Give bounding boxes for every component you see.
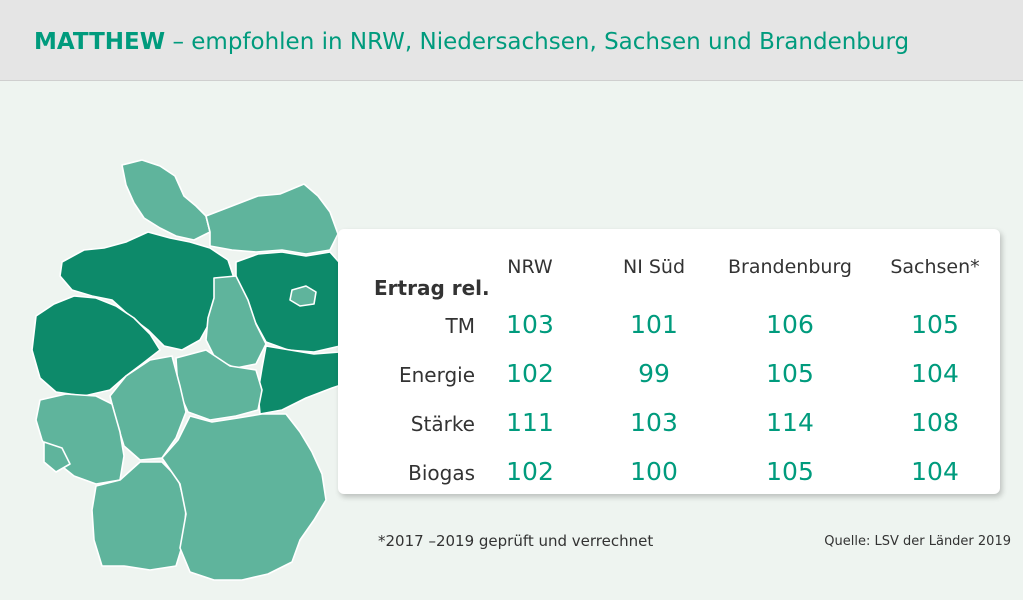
row-label: Energie — [398, 363, 475, 387]
table-cell: 100 — [630, 457, 678, 486]
table-cell: 103 — [630, 408, 678, 437]
table-cell: 101 — [630, 310, 678, 339]
region-schleswig-holstein — [121, 159, 211, 241]
region-bayern — [161, 413, 327, 581]
table-cell: 102 — [506, 457, 554, 486]
title-description: – empfohlen in NRW, Niedersachsen, Sachs… — [165, 29, 910, 55]
table-cell: 102 — [506, 359, 554, 388]
column-header-ni-sued: NI Süd — [622, 256, 686, 278]
table-cell: 105 — [911, 310, 959, 339]
region-saarland — [43, 441, 71, 473]
region-baden-wuerttemberg — [91, 461, 187, 571]
column-header-sachsen: Sachsen* — [890, 256, 980, 278]
row-header-title: Ertrag rel. — [374, 276, 490, 300]
table-cell: 99 — [638, 359, 670, 388]
region-berlin — [289, 285, 317, 307]
region-sachsen-anhalt — [205, 275, 267, 369]
footnote: *2017 –2019 geprüft und verrechnet — [378, 532, 654, 550]
row-label: TM — [445, 314, 475, 338]
table-cell: 106 — [766, 310, 814, 339]
source-note: Quelle: LSV der Länder 2019 — [824, 534, 1011, 549]
table-cell: 104 — [911, 359, 959, 388]
region-mecklenburg-vorpommern — [205, 183, 339, 255]
row-label: Stärke — [410, 412, 475, 436]
table-cell: 108 — [911, 408, 959, 437]
page-title: MATTHEW – empfohlen in NRW, Niedersachse… — [34, 29, 909, 55]
region-rheinland-pfalz — [35, 393, 125, 485]
table-cell: 105 — [766, 359, 814, 388]
region-nordrhein-westfalen — [31, 295, 161, 397]
title-variety: MATTHEW — [34, 29, 166, 55]
table-cell: 103 — [506, 310, 554, 339]
row-label: Biogas — [408, 461, 475, 485]
column-header-nrw: NRW — [507, 256, 553, 278]
table-cell: 114 — [766, 408, 814, 437]
table-cell: 105 — [766, 457, 814, 486]
column-header-brandenburg: Brandenburg — [728, 256, 852, 278]
yield-table-card — [338, 229, 1000, 494]
header-bar: MATTHEW – empfohlen in NRW, Niedersachse… — [0, 0, 1023, 81]
table-cell: 104 — [911, 457, 959, 486]
germany-map — [31, 159, 361, 581]
table-cell: 111 — [506, 408, 554, 437]
